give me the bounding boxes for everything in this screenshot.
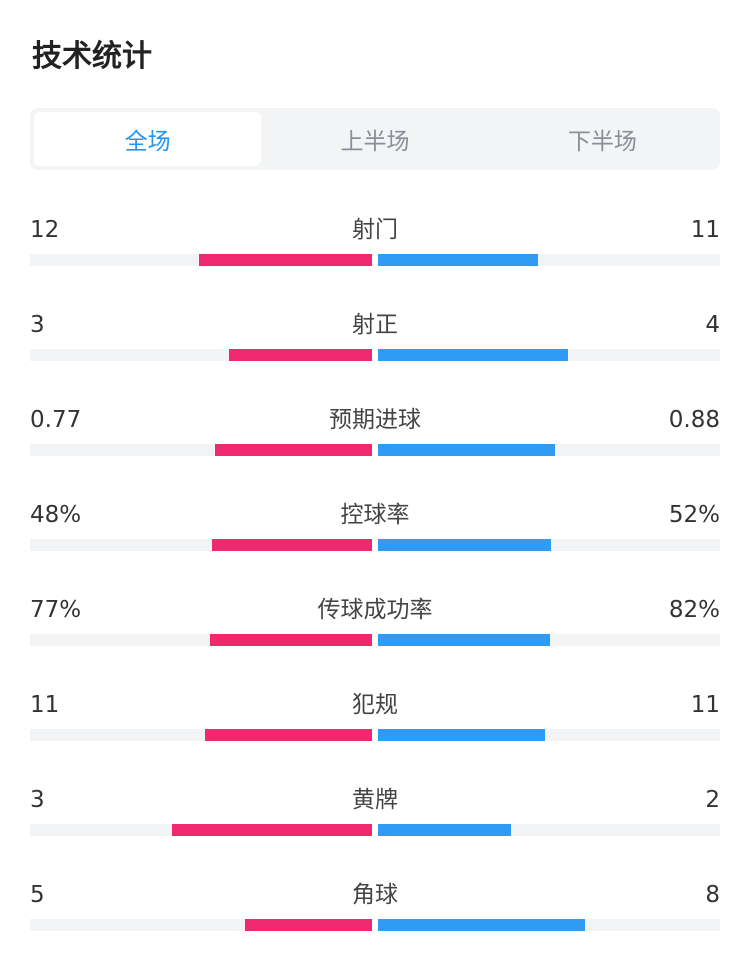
- away-bar-track: [378, 254, 720, 266]
- away-bar-fill: [378, 824, 511, 836]
- stat-row: 0.77 预期进球 0.88: [30, 404, 720, 484]
- away-bar-fill: [378, 444, 555, 456]
- stat-label: 传球成功率: [317, 597, 433, 623]
- away-bar-fill: [378, 729, 545, 741]
- stat-label: 角球: [352, 882, 398, 908]
- home-bar-fill: [210, 634, 372, 646]
- home-bar-track: [30, 824, 372, 836]
- away-value: 52%: [668, 502, 720, 528]
- tab-second-half[interactable]: 下半场: [567, 129, 637, 155]
- away-bar-track: [378, 349, 720, 361]
- away-bar-fill: [378, 634, 550, 646]
- home-bar-track: [30, 444, 372, 456]
- stat-label: 控球率: [340, 502, 410, 528]
- home-bar-fill: [215, 444, 372, 456]
- home-bar-fill: [212, 539, 372, 551]
- tab-full-match[interactable]: 全场: [34, 112, 262, 166]
- away-bar-track: [378, 729, 720, 741]
- home-bar-track: [30, 919, 372, 931]
- stat-label: 犯规: [352, 692, 398, 718]
- page-title: 技术统计: [32, 39, 152, 74]
- away-bar-track: [378, 539, 720, 551]
- away-value: 0.88: [668, 407, 720, 433]
- away-bar-fill: [378, 349, 568, 361]
- home-bar-fill: [199, 254, 372, 266]
- stat-row: 12 射门 11: [30, 214, 720, 294]
- away-value: 11: [690, 217, 720, 243]
- stat-row: 3 射正 4: [30, 309, 720, 389]
- home-bar-track: [30, 634, 372, 646]
- home-value: 77%: [30, 597, 82, 623]
- home-bar-track: [30, 349, 372, 361]
- stat-label: 射门: [352, 217, 398, 243]
- home-value: 0.77: [30, 407, 82, 433]
- away-value: 82%: [668, 597, 720, 623]
- away-bar-track: [378, 634, 720, 646]
- home-value: 5: [30, 882, 45, 908]
- stat-label: 预期进球: [329, 407, 421, 433]
- away-bar-track: [378, 919, 720, 931]
- home-bar-track: [30, 539, 372, 551]
- home-value: 3: [30, 312, 45, 338]
- away-bar-track: [378, 824, 720, 836]
- home-value: 3: [30, 787, 45, 813]
- home-bar-fill: [172, 824, 372, 836]
- away-value: 2: [705, 787, 720, 813]
- away-bar-fill: [378, 919, 585, 931]
- stat-label: 黄牌: [352, 787, 398, 813]
- away-value: 4: [705, 312, 720, 338]
- stat-row: 77% 传球成功率 82%: [30, 594, 720, 674]
- home-bar-fill: [205, 729, 372, 741]
- away-bar-fill: [378, 539, 551, 551]
- stat-row: 48% 控球率 52%: [30, 499, 720, 579]
- home-bar-track: [30, 729, 372, 741]
- home-bar-fill: [229, 349, 372, 361]
- stat-row: 11 犯规 11: [30, 689, 720, 769]
- tab-first-half[interactable]: 上半场: [340, 129, 410, 155]
- home-value: 12: [30, 217, 60, 243]
- away-value: 11: [690, 692, 720, 718]
- home-value: 11: [30, 692, 60, 718]
- away-bar-track: [378, 444, 720, 456]
- away-bar-fill: [378, 254, 538, 266]
- home-bar-fill: [245, 919, 372, 931]
- stat-row: 3 黄牌 2: [30, 784, 720, 864]
- stat-label: 射正: [352, 312, 398, 338]
- home-value: 48%: [30, 502, 82, 528]
- stat-row: 5 角球 8: [30, 879, 720, 959]
- home-bar-track: [30, 254, 372, 266]
- period-tabs: 全场 上半场 下半场: [30, 108, 720, 170]
- away-value: 8: [705, 882, 720, 908]
